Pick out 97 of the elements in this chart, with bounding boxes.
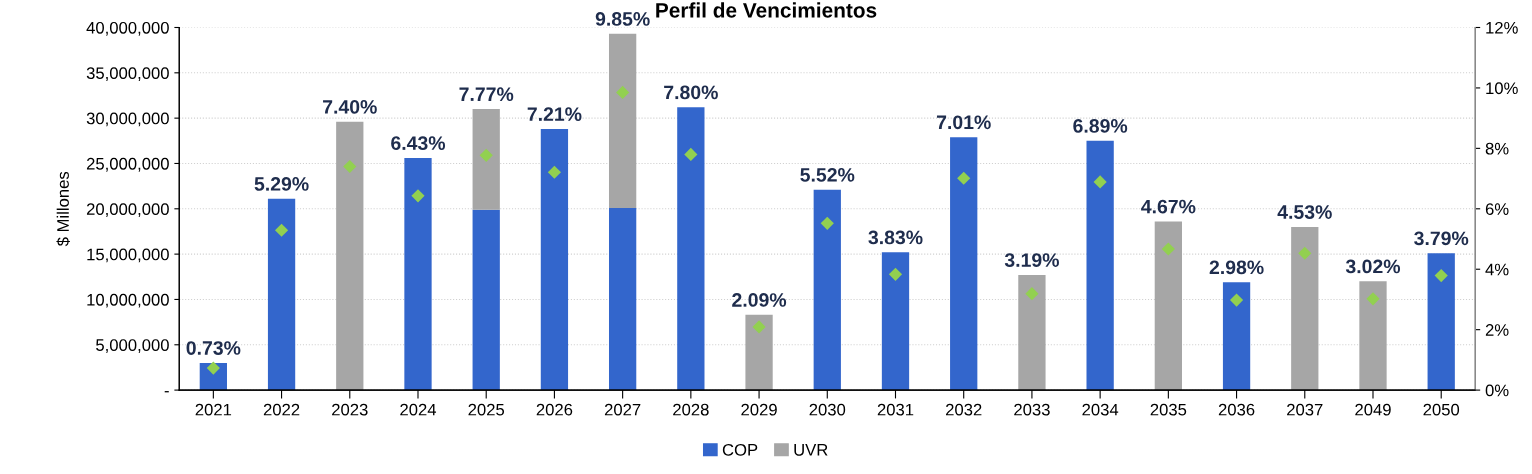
y-tick-label: 30,000,000 (86, 112, 169, 127)
point (1298, 246, 1312, 260)
bar (677, 107, 705, 391)
data-label: 7.01% (936, 115, 991, 130)
y-tick-label: 15,000,000 (87, 248, 169, 263)
point (1366, 292, 1380, 306)
bar (472, 109, 500, 210)
point (1093, 175, 1107, 189)
bar (950, 137, 978, 391)
x-tick-label: 2026 (536, 403, 573, 416)
y-tick-label: 25,000,000 (86, 157, 169, 172)
bar (608, 33, 637, 208)
x-tick-label: 2031 (877, 403, 914, 416)
bar (472, 209, 500, 391)
point (752, 320, 766, 334)
data-label: 5.52% (800, 167, 855, 182)
x-tick-label: 2027 (604, 403, 641, 416)
point (411, 189, 425, 203)
y-axis-title: $ Millones (56, 171, 70, 247)
bar (1222, 282, 1251, 391)
x-tick-label: 2036 (1218, 403, 1255, 416)
legend-label: UVR (794, 444, 828, 456)
data-label: 5.29% (254, 177, 309, 191)
point (206, 361, 220, 375)
x-tick-label: 2029 (741, 403, 777, 416)
point (888, 267, 903, 281)
x-tick-label: 2037 (1287, 403, 1323, 416)
x-tick-label: 2050 (1423, 403, 1460, 416)
bar (608, 207, 637, 391)
data-label: 7.80% (664, 85, 718, 100)
point (820, 216, 834, 230)
data-label: 3.79% (1414, 231, 1469, 246)
data-label: 6.89% (1073, 119, 1128, 133)
y-tick-label: 10,000,000 (87, 293, 169, 308)
data-label: 4.67% (1141, 199, 1196, 214)
x-tick-label: 2024 (400, 403, 437, 416)
bar (267, 198, 296, 391)
y-tick-label: 20,000,000 (86, 203, 169, 217)
y2-tick-label: 4% (1485, 263, 1509, 276)
y2-tick-label: 8% (1485, 142, 1509, 155)
point (547, 165, 562, 179)
data-label: 9.85% (595, 12, 650, 26)
x-tick-label: 2022 (263, 403, 300, 416)
bar (1086, 140, 1114, 391)
bar (813, 189, 841, 391)
point (684, 147, 698, 161)
x-tick-label: 2049 (1355, 403, 1391, 416)
y-tick-label: 40,000,000 (86, 21, 169, 36)
data-label: 7.40% (323, 99, 377, 114)
bar (1154, 221, 1182, 391)
x-tick-label: 2028 (673, 403, 709, 416)
data-label: 2.98% (1209, 260, 1264, 275)
data-label: 7.77% (459, 87, 514, 102)
data-label: 2.09% (732, 293, 787, 307)
data-label: 4.53% (1277, 205, 1332, 219)
x-tick-label: 2032 (946, 403, 982, 416)
x-tick-label: 2021 (195, 403, 232, 416)
bar (540, 129, 569, 391)
x-tick-label: 2033 (1014, 403, 1050, 416)
data-label: 3.02% (1345, 259, 1401, 274)
point (1434, 268, 1448, 283)
point (343, 159, 357, 174)
y2-tick-label: 0% (1485, 384, 1509, 397)
bar (745, 314, 773, 391)
x-tick-label: 2025 (468, 403, 505, 416)
y2-tick-label: 10% (1486, 82, 1518, 95)
legend-label: COP (722, 443, 758, 456)
point (1229, 293, 1244, 307)
y2-tick-label: 6% (1485, 203, 1509, 215)
point (479, 148, 493, 162)
data-label: 3.19% (1004, 253, 1059, 267)
y-tick-label: 35,000,000 (86, 67, 169, 81)
bar (1291, 226, 1319, 391)
bar (1018, 274, 1046, 391)
bar (404, 158, 432, 391)
point (1161, 242, 1175, 256)
data-label: 6.43% (391, 136, 446, 151)
point (957, 171, 971, 185)
bar (1427, 253, 1455, 391)
chart-title: Perfil de Vencimientos (656, 2, 877, 18)
data-label: 7.21% (527, 107, 582, 121)
point (1025, 287, 1039, 301)
x-tick-label: 2030 (809, 403, 846, 416)
bar (336, 121, 364, 391)
bar (881, 252, 910, 391)
data-label: 3.83% (868, 230, 923, 245)
y-tick-label: 5,000,000 (96, 339, 169, 353)
point (274, 223, 289, 237)
x-tick-label: 2035 (1150, 403, 1187, 416)
y2-tick-label: 2% (1485, 324, 1509, 336)
x-tick-label: 2023 (332, 403, 368, 416)
point (616, 85, 630, 100)
data-label: 0.73% (186, 341, 241, 355)
bar (1359, 281, 1387, 391)
y2-tick-label: 12% (1486, 21, 1518, 34)
y-tick-label: - (164, 391, 169, 393)
x-tick-label: 2034 (1082, 403, 1119, 416)
